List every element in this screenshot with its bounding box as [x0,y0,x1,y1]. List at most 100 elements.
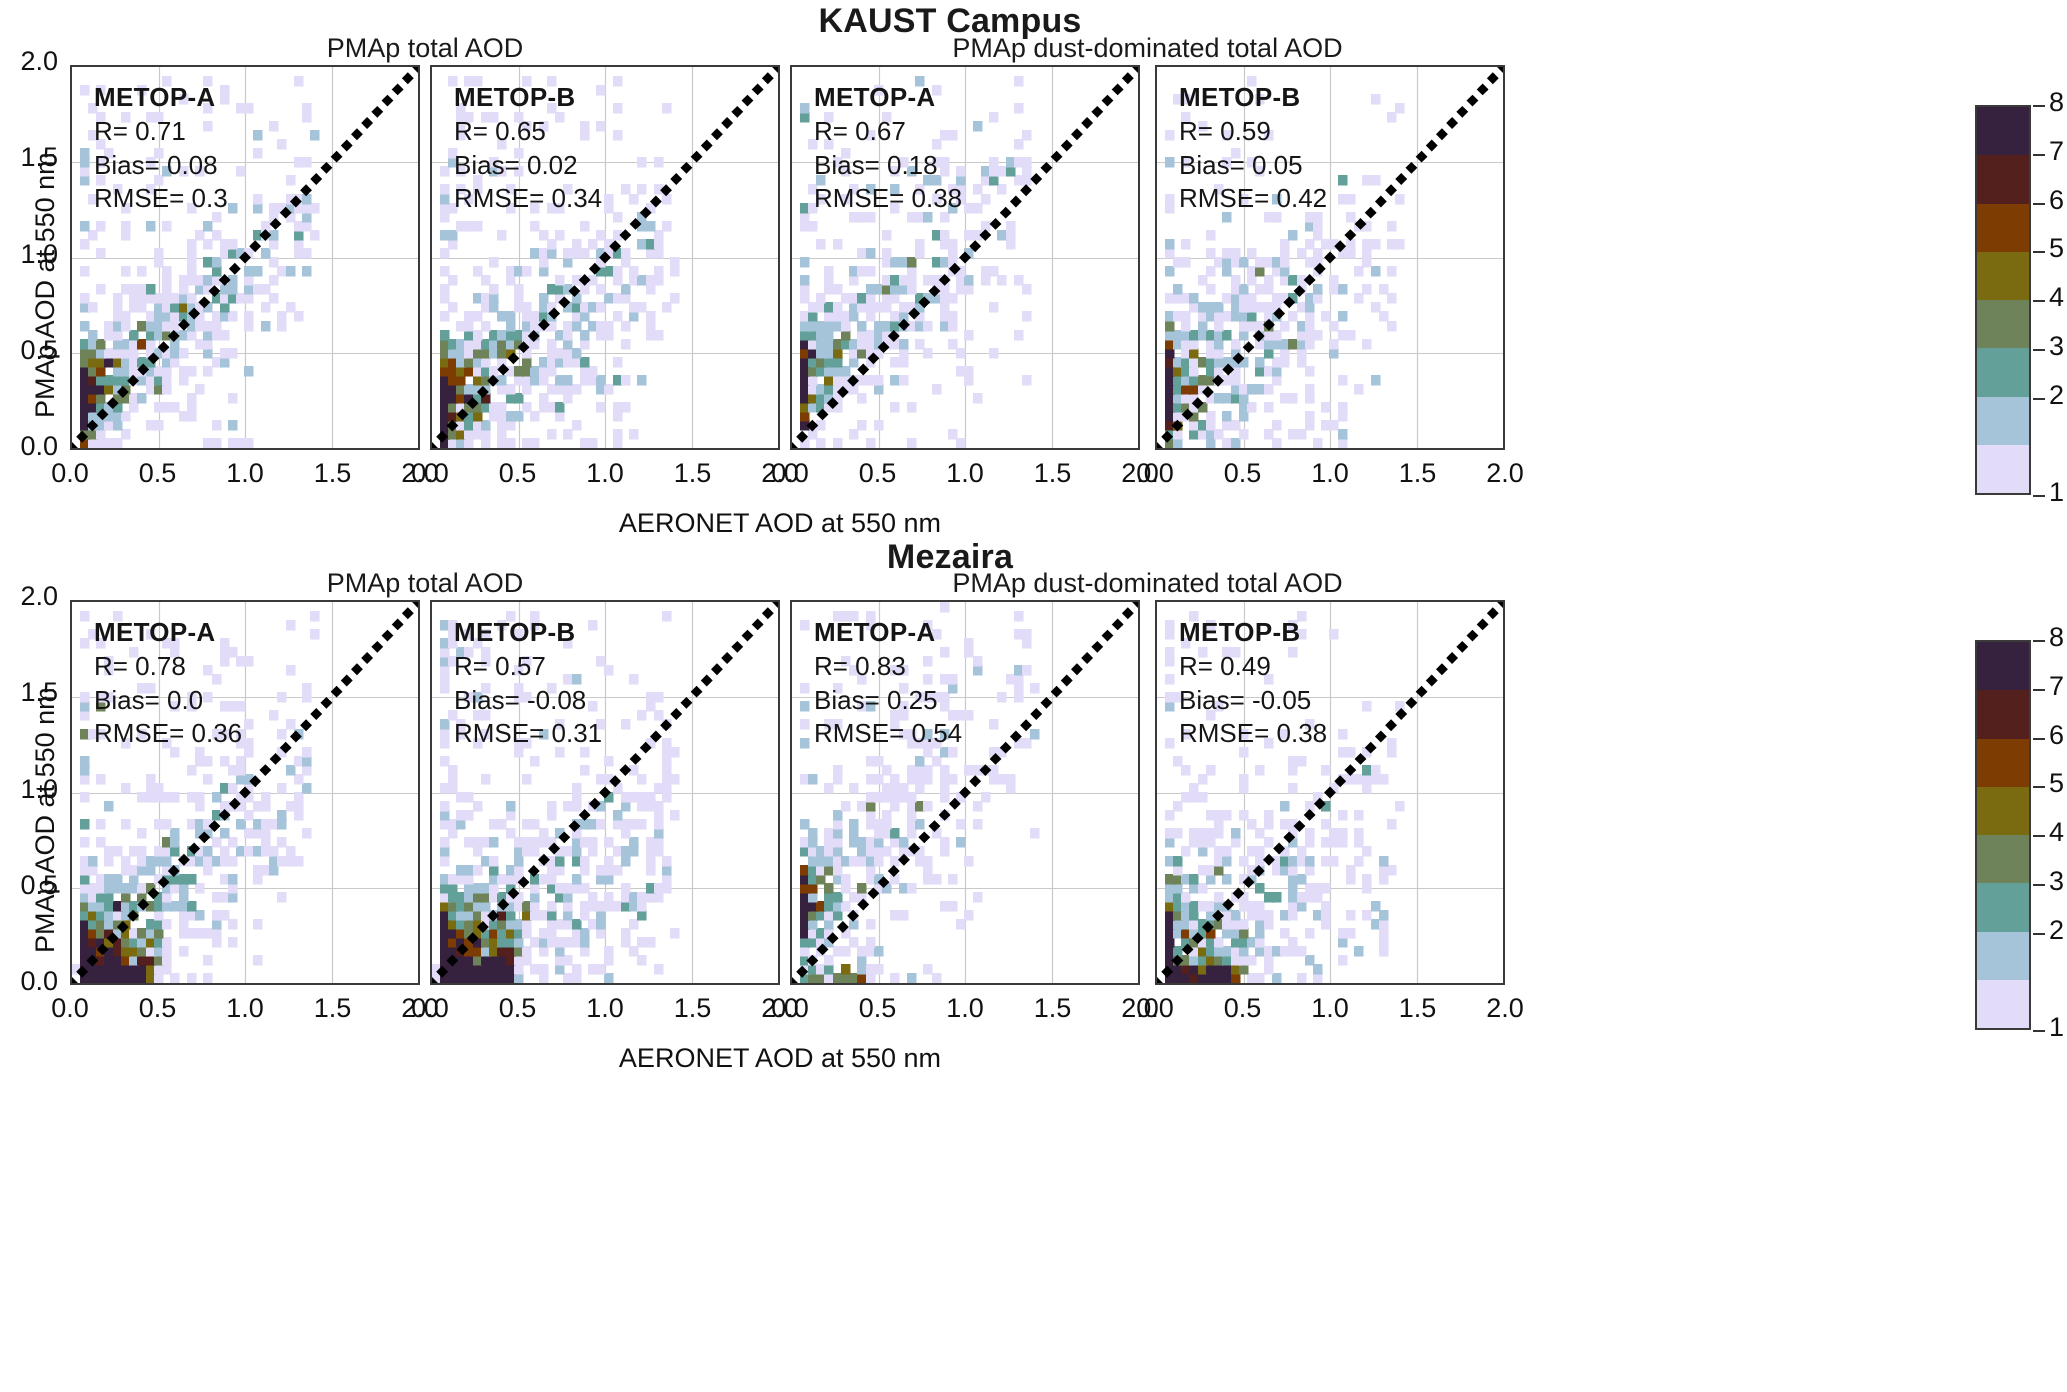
colorbar-tick-label: 4 [2049,282,2065,312]
column-title: PMAp total AOD [326,568,524,598]
colorbar-segment [1977,786,2029,835]
x-tick-label: 1.5 [1033,993,1072,1023]
scatter-panel: METOP-A R= 0.67 Bias= 0.18 RMSE= 0.38 [790,65,1140,450]
x-tick-label: 0.5 [138,458,177,488]
x-tick-label: 0.0 [1136,458,1174,488]
colorbar-tick [2033,932,2045,935]
x-axis-label: AERONET AOD at 550 nm [618,508,942,538]
x-tick-label: 1.0 [586,458,624,488]
x-tick-label: 1.5 [1398,458,1437,488]
x-tick-label: 1.0 [226,458,264,488]
column-title: PMAp total AOD [326,33,524,63]
y-tick-label: 1.0 [20,238,58,269]
x-tick-label: 1.0 [586,993,624,1023]
x-tick-label: 1.0 [1311,993,1349,1023]
density-scatter-canvas [72,67,418,448]
colorbar-tick [2033,688,2045,691]
colorbar-segment [1977,107,2029,156]
x-tick-label: 1.0 [226,993,264,1023]
colorbar-tick-label: 8 [2049,87,2065,117]
x-tick-label: 2.0 [1121,458,1159,488]
colorbar-segment [1977,835,2029,884]
colorbar-segment [1977,155,2029,204]
x-tick-label: 0.0 [411,993,449,1023]
colorbar-tick [2033,251,2045,254]
colorbar-segment [1977,690,2029,739]
colorbar-tick-label: 6 [2049,184,2065,215]
colorbar [1975,640,2031,1030]
x-tick-label: 0.0 [771,993,809,1023]
density-scatter-canvas [792,602,1138,983]
colorbar-tick [2033,835,2045,837]
colorbar-tick-label: 8 [2049,622,2065,652]
colorbar-tick [2033,397,2045,400]
site-title: Mezaira [886,538,1014,576]
scatter-panel: METOP-A R= 0.71 Bias= 0.08 RMSE= 0.3 [70,65,420,450]
y-tick-label: 1.5 [20,142,58,173]
scatter-panel: METOP-B R= 0.49 Bias= -0.05 RMSE= 0.38 [1155,600,1505,985]
colorbar [1975,105,2031,495]
y-tick-label: 2.0 [20,46,58,76]
colorbar-tick [2033,300,2045,302]
y-axis-label: PMAp AOD at 550 nm [30,686,60,953]
x-tick-label: 0.5 [1223,993,1262,1023]
colorbar-segment [1977,348,2029,397]
colorbar-segment [1977,396,2029,445]
x-tick-label: 2.0 [1121,993,1159,1023]
scatter-panel: METOP-A R= 0.83 Bias= 0.25 RMSE= 0.54 [790,600,1140,985]
x-tick-label: 1.0 [946,993,984,1023]
site-title: KAUST Campus [818,2,1082,40]
colorbar-segment [1977,979,2029,1028]
colorbar-tick-label: 4 [2049,817,2065,847]
colorbar-segment [1977,203,2029,252]
column-title: PMAp dust-dominated total AOD [952,33,1343,63]
x-tick-label: 0.5 [858,993,897,1023]
x-tick-label: 0.5 [1223,458,1262,488]
x-tick-label: 1.0 [1311,458,1349,488]
x-tick-label: 2.0 [761,458,799,488]
x-tick-label: 0.0 [771,458,809,488]
colorbar-segment [1977,642,2029,691]
x-tick-label: 1.5 [1398,993,1437,1023]
scatter-panel: METOP-A R= 0.78 Bias= 0.0 RMSE= 0.36 [70,600,420,985]
colorbar-segment [1977,444,2029,493]
colorbar-tick-label: 1 [2049,1012,2065,1042]
x-tick-label: 2.0 [401,458,439,488]
density-scatter-canvas [1157,67,1503,448]
colorbar-tick [2033,883,2045,886]
x-tick-label: 2.0 [761,993,799,1023]
y-tick-label: 2.0 [20,581,58,611]
density-scatter-canvas [1157,602,1503,983]
x-tick-label: 2.0 [1486,993,1524,1023]
scatter-panel: METOP-B R= 0.65 Bias= 0.02 RMSE= 0.34 [430,65,780,450]
y-tick-label: 0.5 [20,334,58,365]
x-tick-label: 1.0 [946,458,984,488]
x-tick-label: 0.5 [498,458,537,488]
y-tick-label: 1.5 [20,677,58,708]
x-tick-label: 0.5 [498,993,537,1023]
y-axis-label: PMAp AOD at 550 nm [30,151,60,418]
density-scatter-canvas [432,602,778,983]
x-tick-label: 0.0 [411,458,449,488]
column-title: PMAp dust-dominated total AOD [952,568,1343,598]
x-tick-label: 1.5 [1033,458,1072,488]
density-scatter-canvas [432,67,778,448]
x-tick-label: 0.0 [51,458,89,488]
colorbar-tick [2033,737,2045,740]
x-tick-label: 0.0 [1136,993,1174,1023]
colorbar-tick [2033,1030,2045,1032]
y-tick-label: 1.0 [20,773,58,804]
x-tick-label: 2.0 [401,993,439,1023]
x-tick-label: 0.0 [51,993,89,1023]
scatter-panel: METOP-B R= 0.57 Bias= -0.08 RMSE= 0.31 [430,600,780,985]
x-tick-label: 2.0 [1486,458,1524,488]
colorbar-segment [1977,931,2029,980]
y-tick-label: 0.0 [20,966,58,996]
colorbar-tick [2033,640,2045,642]
colorbar-tick [2033,105,2045,107]
colorbar-tick [2033,348,2045,351]
colorbar-segment [1977,251,2029,300]
colorbar-tick-label: 5 [2049,233,2065,264]
colorbar-tick-label: 5 [2049,768,2065,799]
x-axis-label: AERONET AOD at 550 nm [618,1043,942,1073]
